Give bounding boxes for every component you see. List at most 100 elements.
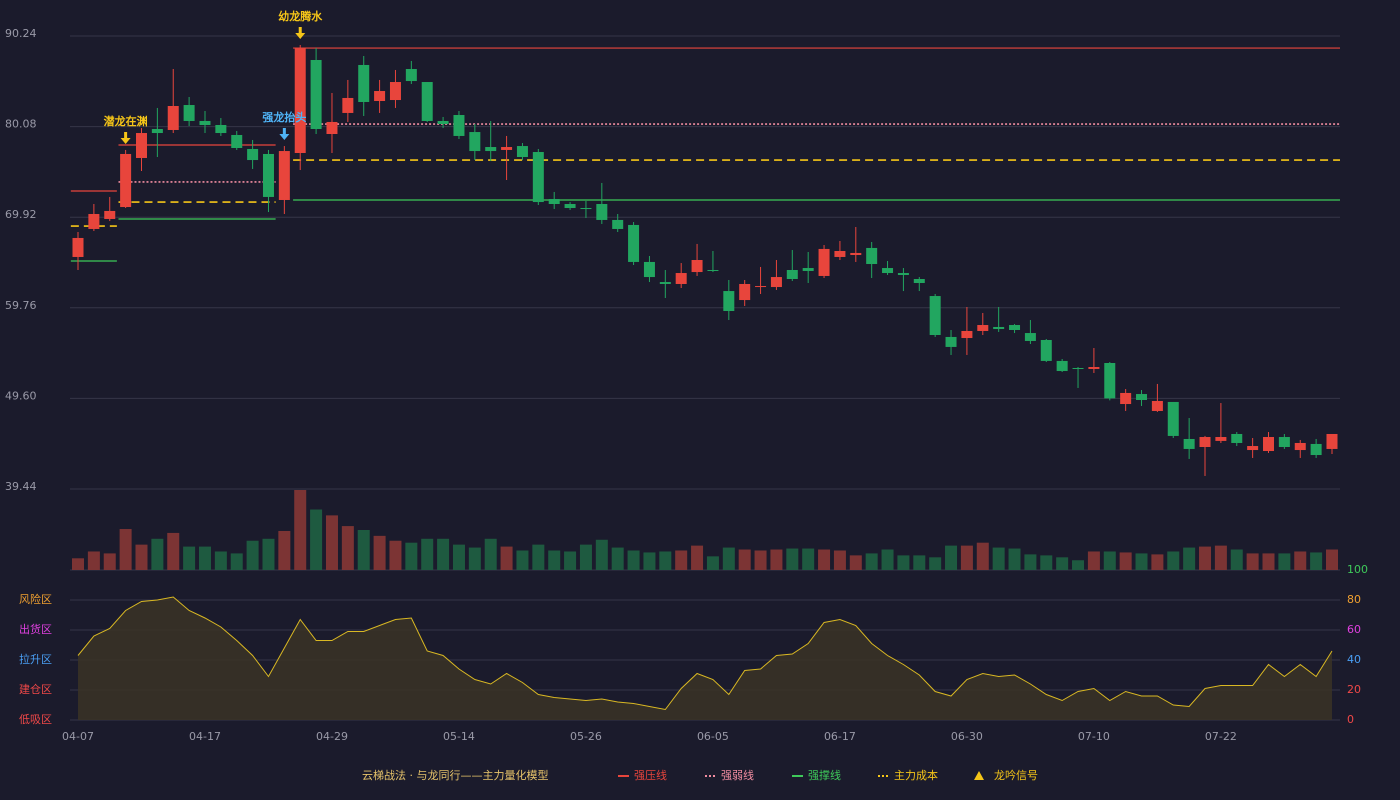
candle-body [1136, 394, 1148, 401]
volume-bar [818, 549, 831, 570]
candle-body [723, 291, 735, 312]
volume-bar [135, 544, 148, 570]
volume-bar [770, 549, 783, 570]
volume-bar [452, 544, 465, 570]
y-tick-label: 90.24 [5, 27, 37, 40]
volume-bar [389, 540, 402, 570]
candle-body [786, 269, 798, 279]
volume-bar [437, 538, 450, 570]
volume-bar [706, 556, 719, 570]
candle-body [691, 260, 703, 273]
zone-label: 低吸区 [19, 713, 52, 726]
candle-body [1199, 437, 1211, 447]
candle-body [913, 278, 925, 284]
volume-bar [643, 552, 656, 570]
candle-body [882, 268, 894, 274]
volume-bar [87, 551, 100, 570]
candle-body [961, 330, 973, 339]
volume-bar [754, 550, 767, 570]
volume-bar [849, 555, 862, 570]
volume-bar [722, 547, 735, 570]
volume-bar [1040, 555, 1053, 570]
volume-bar [929, 557, 942, 570]
candle-body [818, 248, 830, 276]
volume-bar [214, 551, 227, 570]
volume-bar [1278, 553, 1291, 570]
x-tick-label: 05-26 [570, 730, 602, 743]
volume-bar [1119, 552, 1132, 570]
signal-label: 幼龙腾水 [278, 9, 323, 23]
candle-body [326, 121, 338, 135]
volume-bar [786, 548, 799, 570]
volume-bar [548, 550, 561, 570]
candle-body [1104, 362, 1116, 399]
candle-body [643, 261, 655, 278]
candle-body [977, 325, 989, 331]
volume-bar [183, 546, 196, 570]
y2-tick-label: 100 [1347, 563, 1368, 576]
candle-body [342, 97, 354, 113]
candle-body [866, 247, 878, 265]
legend-title: 云梯战法 · 与龙同行——主力量化模型 [362, 768, 549, 782]
volume-bar [532, 544, 545, 570]
candle-body [548, 199, 560, 205]
volume-bar [738, 549, 751, 570]
candle-body [1294, 442, 1306, 451]
x-tick-label: 06-30 [951, 730, 983, 743]
legend-label: 主力成本 [894, 768, 938, 782]
volume-bar [627, 550, 640, 570]
candle-body [374, 91, 386, 102]
x-tick-label: 06-17 [824, 730, 856, 743]
candle-body [88, 213, 100, 229]
y-tick-label: 80.08 [5, 118, 37, 131]
volume-bar [1151, 554, 1164, 570]
signal-label: 强龙抬头 [262, 110, 306, 124]
candle-body [929, 296, 941, 335]
volume-bar [1326, 549, 1338, 570]
volume-bar [1008, 548, 1021, 570]
candle-body [231, 134, 243, 149]
x-tick-label: 04-17 [189, 730, 221, 743]
zone-label: 拉升区 [19, 652, 52, 666]
volume-bar [1183, 547, 1196, 570]
y2-tick-label: 40 [1347, 653, 1361, 666]
volume-bar [1167, 551, 1180, 570]
zone-label: 风险区 [19, 592, 52, 606]
candle-body [135, 133, 147, 158]
x-tick-label: 07-22 [1205, 730, 1237, 743]
volume-bar [1294, 551, 1307, 570]
candle-body [104, 210, 116, 219]
volume-bar [1024, 554, 1037, 570]
candle-body [1072, 367, 1084, 369]
volume-bar [960, 545, 973, 570]
volume-bar [325, 515, 338, 570]
volume-bar [564, 551, 577, 570]
candle-body [1151, 400, 1163, 411]
indicator-area [78, 597, 1332, 720]
x-tick-label: 04-07 [62, 730, 94, 743]
candle-body [770, 277, 782, 288]
candle-body [1120, 392, 1132, 405]
signal-label: 潜龙在渊 [104, 114, 148, 128]
candle-body [310, 59, 322, 130]
y2-tick-label: 60 [1347, 623, 1361, 636]
volume-bar [913, 555, 926, 570]
y2-tick-label: 0 [1347, 713, 1354, 726]
candle-body [596, 204, 608, 220]
volume-bar [659, 551, 672, 570]
signal-arrow [120, 131, 131, 144]
volume-bar [1262, 553, 1275, 570]
candle-body [215, 124, 227, 134]
candle-body [707, 269, 719, 271]
candle-body [262, 153, 274, 197]
candle-body [675, 273, 687, 284]
candle-body [453, 115, 465, 136]
candle-body [1278, 437, 1290, 447]
volume-bar [897, 555, 910, 570]
volume-bar [373, 535, 386, 570]
volume-bar [865, 553, 878, 570]
legend-swatch [974, 771, 984, 780]
candle-body [580, 208, 592, 210]
candle-body [421, 82, 433, 121]
